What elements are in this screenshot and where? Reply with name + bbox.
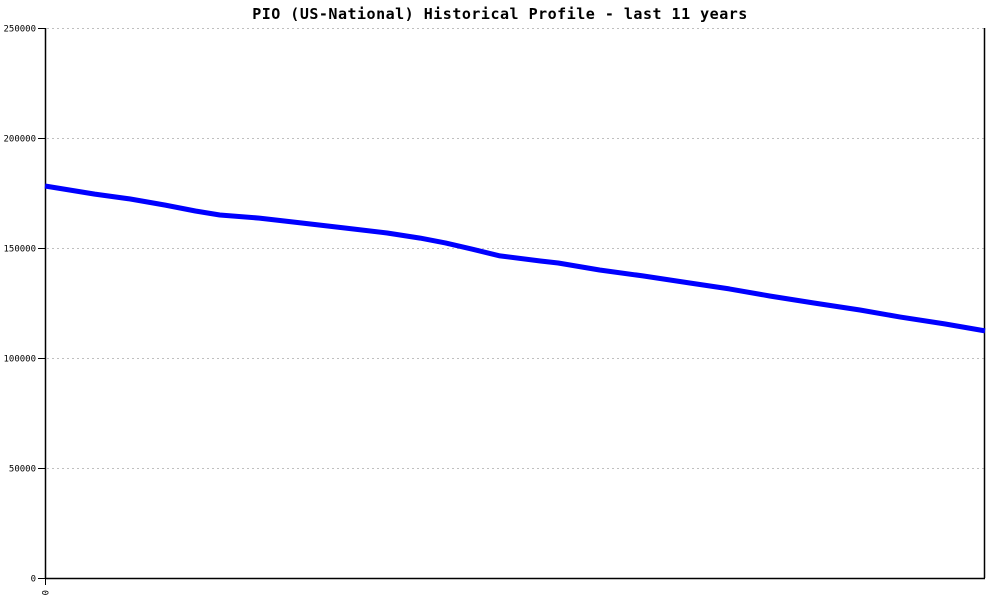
y-tick-label: 150000 (3, 245, 36, 255)
y-tick-label: 100000 (3, 355, 36, 365)
data-line (44, 183, 986, 334)
y-tick-label: 0 (31, 575, 36, 585)
y-tick-label: 200000 (3, 135, 36, 145)
chart-title: PIO (US-National) Historical Profile - l… (252, 5, 748, 23)
x-tick-label: 0 (39, 590, 49, 595)
y-tick-label: 50000 (9, 465, 36, 475)
y-tick-label: 250000 (3, 25, 36, 35)
